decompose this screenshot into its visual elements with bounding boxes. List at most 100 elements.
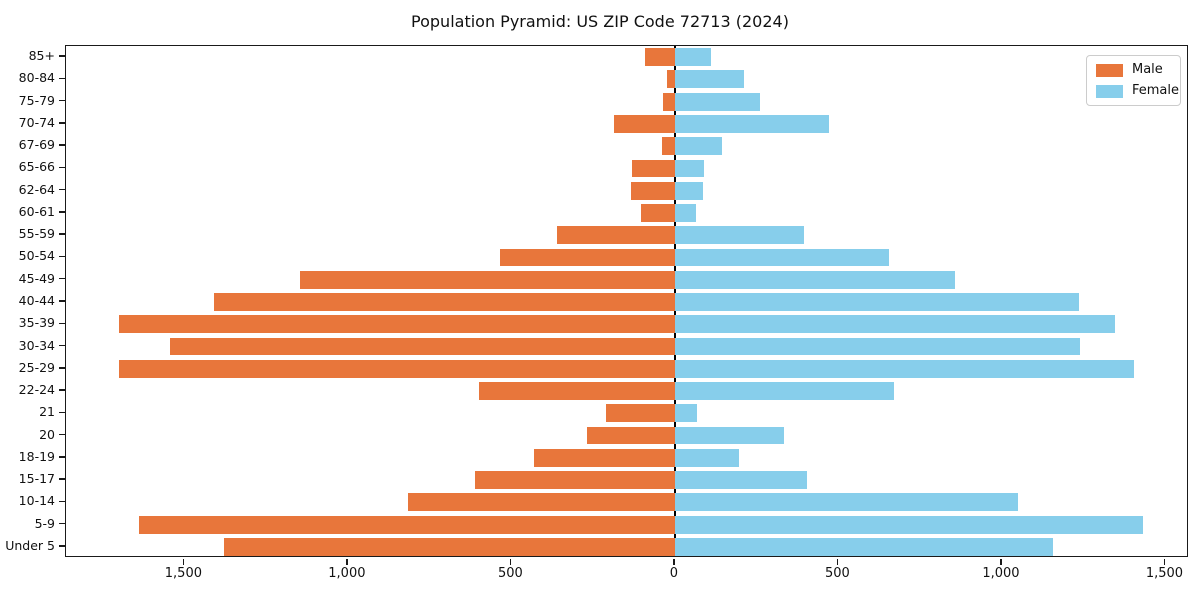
x-tick-label: 1,000 <box>328 566 366 581</box>
age-group-label: 18-19 <box>18 448 55 464</box>
x-tick-mark <box>1000 558 1002 565</box>
female-bar <box>674 226 805 245</box>
male-bar <box>408 493 675 512</box>
male-bar <box>557 226 675 245</box>
age-group-label: Under 5 <box>5 537 55 553</box>
female-bar <box>674 293 1079 311</box>
y-tick-mark <box>59 322 65 324</box>
male-bar <box>661 137 675 156</box>
male-series-swatch <box>1096 63 1123 77</box>
female-bar <box>674 92 760 111</box>
female-bar <box>674 471 808 489</box>
y-tick-mark <box>59 367 65 369</box>
female-bar <box>674 337 1081 356</box>
female-bar <box>674 159 705 178</box>
male-bar <box>534 448 675 467</box>
female-bar <box>674 448 739 467</box>
age-group-label: 70-74 <box>18 114 55 130</box>
age-group-label: 67-69 <box>18 137 55 153</box>
age-group-label: 62-64 <box>18 181 55 197</box>
female-bar <box>674 515 1143 534</box>
x-tick-label: 1,500 <box>1145 566 1184 581</box>
x-tick-mark <box>1163 558 1166 565</box>
age-group-label: 20 <box>39 426 55 442</box>
female-bar <box>674 537 1053 556</box>
age-group-label: 50-54 <box>18 248 55 264</box>
age-group-label: 75-79 <box>18 92 55 108</box>
female-bar <box>674 315 1115 334</box>
male-bar <box>663 92 675 111</box>
female-bar <box>674 204 697 222</box>
age-group-label: 40-44 <box>18 293 55 308</box>
female-bar <box>674 115 829 133</box>
male-bar <box>169 337 675 356</box>
y-tick-mark <box>59 478 65 480</box>
male-bar <box>499 248 675 267</box>
male-bar <box>300 270 675 289</box>
age-group-label: 85+ <box>28 48 55 64</box>
female-series-label: Female <box>1132 83 1180 98</box>
x-tick-mark <box>673 558 675 565</box>
female-bar <box>674 48 711 67</box>
y-tick-mark <box>59 233 65 235</box>
female-bar <box>674 426 785 445</box>
y-tick-mark <box>59 545 65 547</box>
female-bar <box>674 382 894 400</box>
female-bar <box>674 270 955 289</box>
age-group-label: 60-61 <box>18 203 55 219</box>
male-bar <box>475 471 675 489</box>
x-tick-mark <box>182 558 185 565</box>
y-tick-mark <box>59 122 65 124</box>
y-tick-mark <box>59 411 65 414</box>
age-group-label: 35-39 <box>18 315 55 331</box>
y-tick-mark <box>59 77 65 80</box>
y-tick-mark <box>59 389 65 391</box>
male-bar <box>138 515 675 534</box>
y-tick-mark <box>59 300 65 302</box>
female-bar <box>674 404 698 423</box>
y-tick-mark <box>59 144 65 146</box>
y-tick-mark <box>59 166 65 169</box>
male-bar <box>640 204 675 222</box>
y-tick-mark <box>59 55 65 57</box>
y-tick-mark <box>59 99 65 102</box>
male-series-label: Male <box>1132 62 1163 77</box>
male-bar <box>606 404 675 423</box>
male-bar <box>118 315 675 334</box>
x-tick-label: 500 <box>825 566 850 581</box>
male-bar <box>213 293 675 311</box>
y-tick-mark <box>59 500 65 503</box>
y-tick-mark <box>59 277 65 280</box>
x-tick-mark <box>836 558 839 565</box>
male-bar <box>614 115 675 133</box>
female-bar <box>674 359 1135 378</box>
age-group-label: 5-9 <box>34 515 55 531</box>
female-series-swatch <box>1096 84 1123 98</box>
age-group-label: 10-14 <box>18 493 55 509</box>
age-group-label: 25-29 <box>18 359 55 375</box>
age-group-label: 30-34 <box>18 337 55 353</box>
age-group-label: 45-49 <box>18 270 55 286</box>
legend: Male Female <box>1086 55 1181 106</box>
female-bar <box>674 248 890 267</box>
legend-entry-female: Female <box>1096 84 1179 98</box>
male-bar <box>478 382 675 400</box>
age-group-label: 15-17 <box>18 471 55 487</box>
x-tick-label: 0 <box>669 566 679 581</box>
x-tick-label: 500 <box>497 566 523 581</box>
age-group-label: 22-24 <box>18 382 55 398</box>
y-tick-mark <box>59 211 65 213</box>
y-tick-mark <box>59 255 65 258</box>
x-tick-label: 1,000 <box>982 566 1020 581</box>
y-tick-mark <box>59 522 65 525</box>
y-tick-mark <box>59 456 65 458</box>
male-bar <box>630 181 675 200</box>
female-bar <box>674 70 744 89</box>
y-tick-mark <box>59 433 65 436</box>
x-tick-label: 1,500 <box>164 566 202 581</box>
male-bar <box>666 70 675 89</box>
x-tick-mark <box>346 558 348 565</box>
female-bar <box>674 137 723 156</box>
male-bar <box>645 48 675 67</box>
